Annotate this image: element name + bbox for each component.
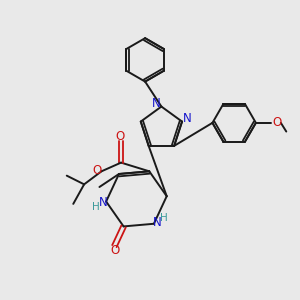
Text: N: N xyxy=(152,97,160,110)
Text: H: H xyxy=(92,202,100,212)
Text: O: O xyxy=(111,244,120,257)
Text: N: N xyxy=(183,112,192,125)
Text: O: O xyxy=(92,164,102,177)
Text: O: O xyxy=(115,130,124,143)
Text: H: H xyxy=(160,213,167,223)
Text: N: N xyxy=(98,196,107,209)
Text: O: O xyxy=(272,116,281,129)
Text: N: N xyxy=(153,216,161,229)
